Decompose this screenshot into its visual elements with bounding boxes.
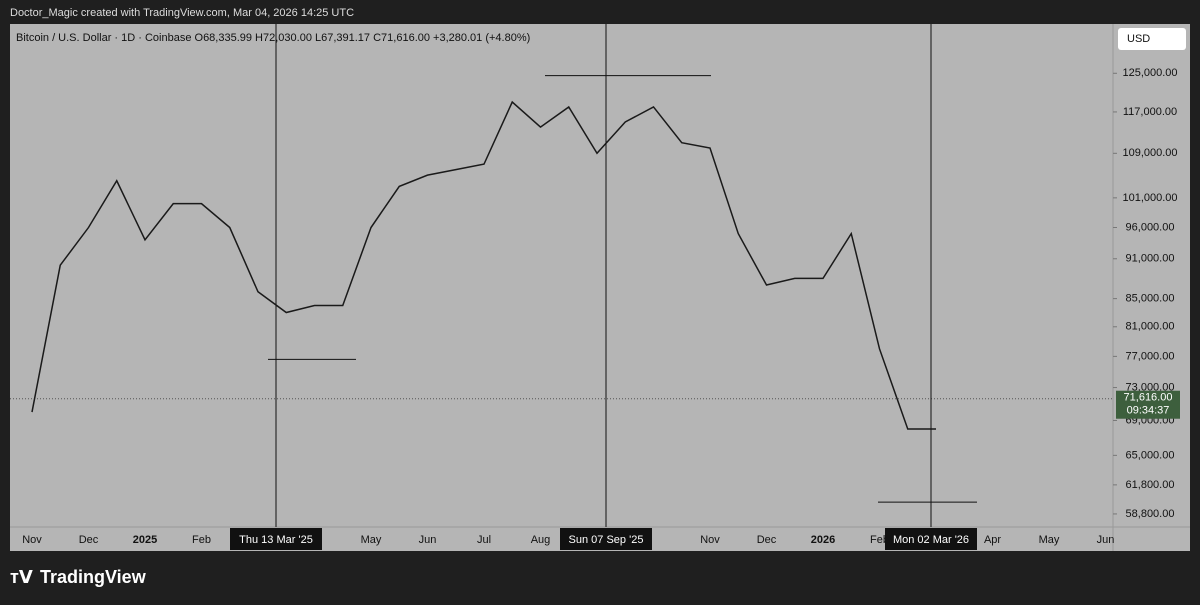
x-tick-label: Jun [419,534,437,546]
countdown: 09:34:37 [1127,405,1170,417]
last-price-box [1116,390,1180,419]
crosshair-label: Mon 02 Mar '26 [893,534,969,546]
y-tick-label: 58,800.00 [1126,508,1175,520]
credit: Doctor_Magic created with TradingView.co… [10,7,354,19]
y-tick-label: 117,000.00 [1123,106,1177,118]
x-tick-label: Dec [757,534,777,546]
price-line [31,100,936,430]
x-tick-label: Feb [192,534,211,546]
crosshair-box [885,528,977,550]
crosshair-label: Thu 13 Mar '25 [239,534,313,546]
currency-label: USD [1127,33,1150,45]
x-tick-label: Nov [22,534,42,546]
y-tick-label: 96,000.00 [1126,221,1175,233]
x-tick-label: Feb [870,534,889,546]
logo-mark: ᴛ𝗩 [10,567,33,587]
x-tick-label: Aug [531,534,551,546]
x-tick-label: May [361,534,382,546]
crosshair-box [230,528,322,550]
x-tick-label: Nov [700,534,720,546]
x-tick-label: 2026 [811,534,835,546]
y-tick-label: 73,000.00 [1126,381,1175,393]
x-tick-label: Jul [477,534,491,546]
chart-area [10,24,1190,551]
y-tick-label: 109,000.00 [1122,147,1177,159]
y-tick-label: 81,000.00 [1126,321,1175,333]
y-tick-label: 65,000.00 [1126,449,1175,461]
brand: TradingView [40,567,147,587]
y-tick-label: 85,000.00 [1126,293,1175,305]
last-price-label: 71,616.00 [1124,392,1173,404]
crosshair-box [560,528,652,550]
y-tick-label: 61,800.00 [1126,479,1175,491]
crosshair-label: Sun 07 Sep '25 [569,534,644,546]
x-tick-label: Jun [1097,534,1115,546]
legend: Bitcoin / U.S. Dollar · 1D · Coinbase O6… [16,32,530,44]
y-tick-label: 101,000.00 [1122,192,1177,204]
x-tick-label: Apr [984,534,1001,546]
x-tick-label: May [1039,534,1060,546]
y-tick-label: 91,000.00 [1126,253,1175,265]
x-tick-label: Dec [79,534,99,546]
y-tick-label: 77,000.00 [1126,350,1175,362]
currency-button[interactable] [1118,28,1186,50]
x-tick-label: 2025 [133,534,157,546]
y-tick-label: 125,000.00 [1122,67,1177,79]
